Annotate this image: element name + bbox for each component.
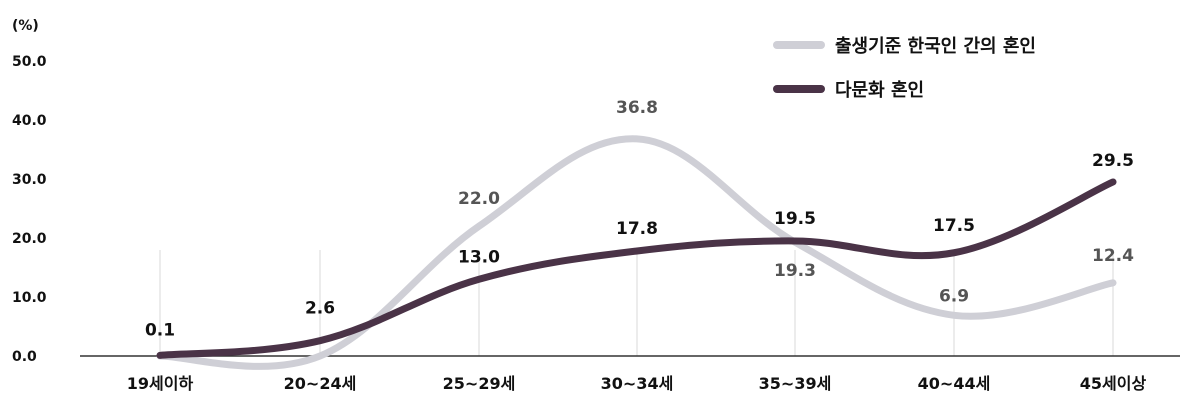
data-label-korean-marriage: 22.0 xyxy=(458,189,500,209)
y-tick-label: 50.0 xyxy=(12,54,47,70)
y-tick-label: 10.0 xyxy=(12,290,47,306)
y-axis-ticks: 0.0 10.0 20.0 30.0 40.0 50.0 xyxy=(12,54,47,365)
x-tick-label: 19세이하 xyxy=(127,374,194,393)
legend-label-korean-marriage: 출생기준 한국인 간의 혼인 xyxy=(835,35,1036,57)
x-tick-label: 25~29세 xyxy=(443,374,516,393)
x-tick-label: 45세이상 xyxy=(1080,374,1147,393)
data-label-multicultural-marriage: 2.6 xyxy=(305,299,335,319)
data-label-korean-marriage: 6.9 xyxy=(939,286,969,306)
x-tick-label: 30~34세 xyxy=(601,374,674,393)
category-guide-lines xyxy=(159,250,1114,356)
y-tick-label: 30.0 xyxy=(12,172,47,188)
data-label-multicultural-marriage: 29.5 xyxy=(1092,151,1134,171)
data-label-multicultural-marriage: 19.5 xyxy=(774,209,816,229)
data-label-multicultural-marriage: 17.5 xyxy=(933,216,975,236)
series-line-multicultural-marriage xyxy=(156,178,1117,359)
data-label-korean-marriage: 36.8 xyxy=(616,98,658,118)
data-label-korean-marriage: 19.3 xyxy=(774,261,816,281)
data-label-multicultural-marriage: 13.0 xyxy=(458,247,500,267)
legend-label-multicultural-marriage: 다문화 혼인 xyxy=(835,79,924,101)
series-lines xyxy=(156,135,1117,370)
legend: 출생기준 한국인 간의 혼인 다문화 혼인 xyxy=(773,35,1036,101)
data-labels: 22.0 36.8 19.3 6.9 12.4 0.1 2.6 13.0 17.8 19.5 17.… xyxy=(145,98,1134,341)
y-tick-label: 0.0 xyxy=(12,349,37,365)
data-label-korean-marriage: 12.4 xyxy=(1092,246,1134,266)
y-tick-label: 40.0 xyxy=(12,113,47,129)
x-tick-label: 35~39세 xyxy=(759,374,832,393)
x-axis-categories: 19세이하 20~24세 25~29세 30~34세 35~39세 40~44세 45세이상 xyxy=(127,374,1147,393)
y-tick-label: 20.0 xyxy=(12,231,47,247)
data-label-multicultural-marriage: 17.8 xyxy=(616,219,658,239)
x-tick-label: 40~44세 xyxy=(918,374,991,393)
y-axis-unit-label: (%) xyxy=(12,18,39,34)
data-label-multicultural-marriage: 0.1 xyxy=(145,320,175,340)
x-tick-label: 20~24세 xyxy=(284,374,357,393)
series-line-korean-marriage xyxy=(156,135,1117,370)
